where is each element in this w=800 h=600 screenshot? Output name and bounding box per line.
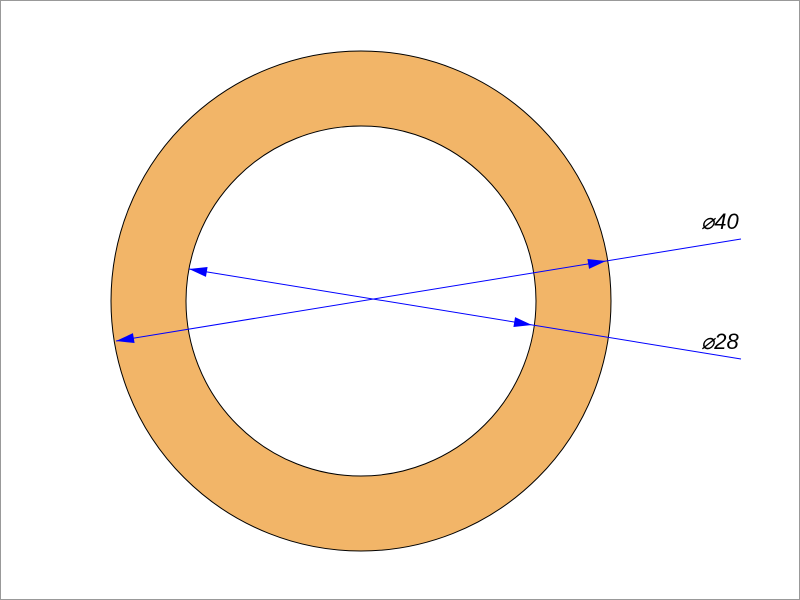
dimension-inner-label: ⌀28 [701, 329, 739, 354]
dimension-outer-label: ⌀40 [701, 209, 739, 234]
dimension-outer: ⌀40 [115, 209, 741, 346]
diagram-svg: ⌀40 ⌀28 [1, 1, 800, 600]
drawing-canvas: ⌀40 ⌀28 [0, 0, 800, 600]
dimension-inner: ⌀28 [188, 264, 741, 359]
